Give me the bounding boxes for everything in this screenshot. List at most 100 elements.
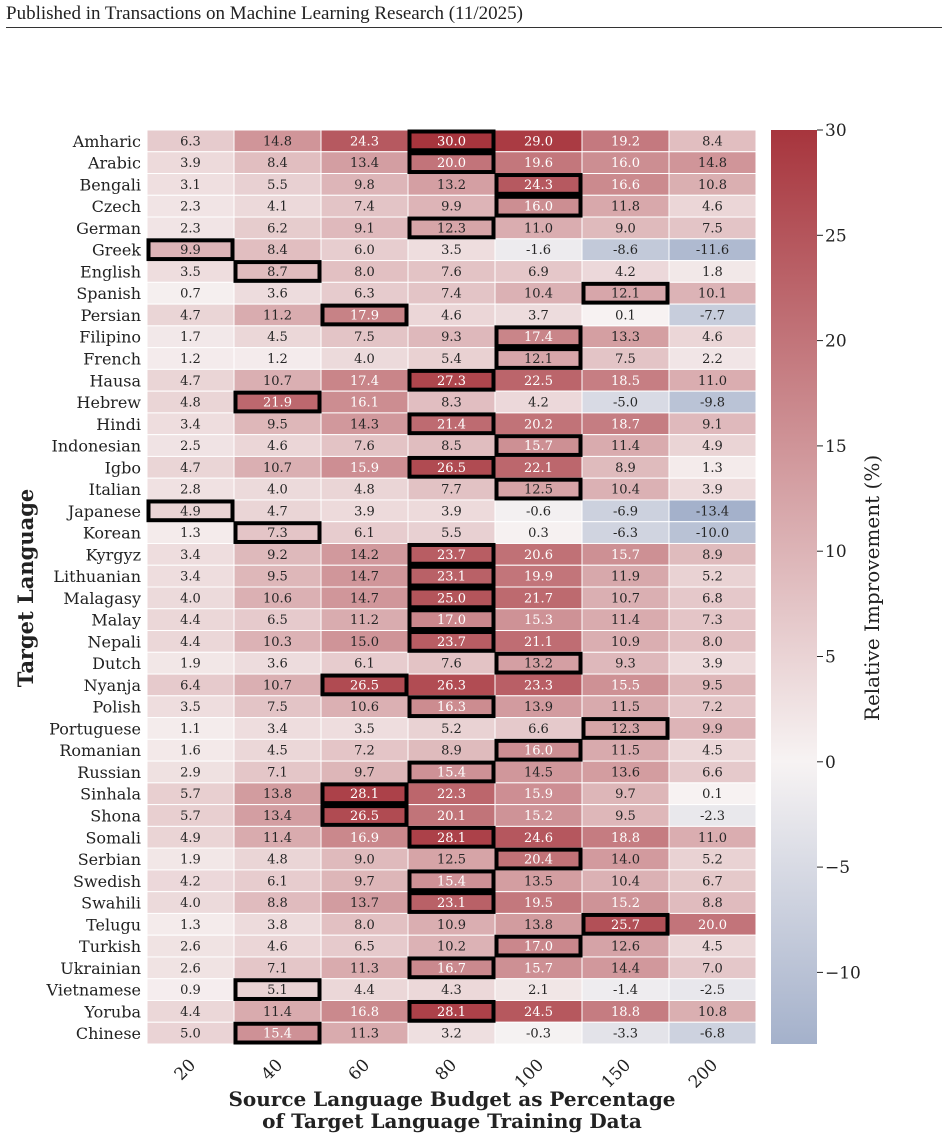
cell-value: -6.3 xyxy=(613,526,638,541)
y-tick-turkish: Turkish xyxy=(79,937,141,956)
colorbar-tick-label: 25 xyxy=(825,226,847,246)
x-tick-40: 40 xyxy=(258,1055,287,1084)
cell-value: 9.9 xyxy=(441,200,462,215)
cell-value: 5.7 xyxy=(180,787,201,802)
cell-value: 4.8 xyxy=(180,396,201,411)
cell-value: 13.3 xyxy=(611,330,640,345)
cell-value: 0.3 xyxy=(528,526,549,541)
cell-value: 23.3 xyxy=(524,678,553,693)
y-tick-somali: Somali xyxy=(85,828,141,847)
cell-value: 1.6 xyxy=(180,744,201,759)
cell-value: 30.0 xyxy=(437,134,466,149)
cell-value: 27.3 xyxy=(437,374,466,389)
highlight-bengali xyxy=(494,173,583,196)
cell-value: 11.3 xyxy=(350,1027,379,1042)
cell-value: 11.0 xyxy=(698,374,727,389)
y-tick-amharic: Amharic xyxy=(72,132,141,151)
cell-value: 6.0 xyxy=(354,243,375,258)
header-rule xyxy=(6,27,942,28)
highlight-nyanja xyxy=(320,673,409,697)
cell-value: 14.8 xyxy=(263,134,292,149)
cell-value: 18.5 xyxy=(611,374,640,389)
cell-value: -10.0 xyxy=(696,526,729,541)
highlight-hausa xyxy=(407,368,496,392)
cell-value: 8.4 xyxy=(267,243,288,258)
cell-value: 4.6 xyxy=(267,940,288,955)
cell-value: 4.8 xyxy=(267,853,288,868)
cell-value: 13.2 xyxy=(524,657,553,672)
cell-value: 21.9 xyxy=(263,396,292,411)
cell-value: 10.1 xyxy=(698,287,727,302)
cell-value: 26.5 xyxy=(350,678,379,693)
cell-chinese-200 xyxy=(668,1021,757,1045)
y-tick-chinese: Chinese xyxy=(76,1024,141,1043)
cell-value: 3.9 xyxy=(702,483,723,498)
cell-value: 12.5 xyxy=(437,853,466,868)
cell-value: 28.1 xyxy=(437,831,466,846)
cell-value: 17.0 xyxy=(437,613,466,628)
cell-value: 3.9 xyxy=(702,657,723,672)
cell-value: 10.7 xyxy=(263,374,292,389)
cell-value: 8.0 xyxy=(702,635,723,650)
cell-value: 1.3 xyxy=(180,918,201,933)
cell-value: 15.4 xyxy=(437,765,466,780)
cell-value: 0.7 xyxy=(180,287,201,302)
cell-value: 5.2 xyxy=(702,853,723,868)
cell-value: 10.4 xyxy=(611,483,640,498)
cell-value: 4.2 xyxy=(180,874,201,889)
cell-value: 24.5 xyxy=(524,1005,553,1020)
cell-value: 4.7 xyxy=(180,374,201,389)
highlight-malagasy xyxy=(407,586,496,610)
cell-value: 10.2 xyxy=(437,940,466,955)
cell-value: 14.5 xyxy=(524,765,553,780)
cell-value: 16.0 xyxy=(611,156,640,171)
cell-value: 15.9 xyxy=(350,461,379,476)
highlight-hebrew xyxy=(233,390,322,414)
cell-value: 0.9 xyxy=(180,983,201,998)
cell-value: 13.7 xyxy=(350,896,379,911)
cell-value: 9.0 xyxy=(354,853,375,868)
cell-value: 4.7 xyxy=(180,308,201,323)
cell-value: 3.4 xyxy=(180,417,201,432)
cell-value: 4.9 xyxy=(180,504,201,519)
y-tick-indonesian: Indonesian xyxy=(52,437,141,456)
cell-value: 9.5 xyxy=(267,570,288,585)
highlight-italian xyxy=(494,477,583,501)
colorbar-tick-label: 10 xyxy=(825,542,847,562)
cell-value: 4.0 xyxy=(267,483,288,498)
highlight-turkish xyxy=(494,934,583,958)
cell-value: 4.5 xyxy=(267,330,288,345)
highlight-serbian xyxy=(494,847,583,871)
cell-value: 2.5 xyxy=(180,439,201,454)
colorbar-tick-label: 30 xyxy=(825,121,847,141)
cell-value: 6.2 xyxy=(267,221,288,236)
cell-value: 16.0 xyxy=(524,200,553,215)
cell-value: 4.1 xyxy=(267,200,288,215)
cell-value: 11.4 xyxy=(263,831,292,846)
cell-value: 9.9 xyxy=(180,243,201,258)
cell-value: 10.8 xyxy=(698,1005,727,1020)
cell-value: 19.2 xyxy=(611,134,640,149)
colorbar-tick-label: 20 xyxy=(825,332,847,352)
cell-value: 25.0 xyxy=(437,591,466,606)
x-axis-label-line1: Source Language Budget as Percentage xyxy=(228,1087,675,1111)
cell-value: 10.4 xyxy=(524,287,553,302)
cell-value: 4.7 xyxy=(267,504,288,519)
cell-value: 8.9 xyxy=(441,744,462,759)
cell-value: 23.7 xyxy=(437,548,466,563)
highlight-igbo xyxy=(407,455,496,479)
cell-value: 11.0 xyxy=(698,831,727,846)
cell-value: 16.7 xyxy=(437,961,466,976)
cell-value: 7.3 xyxy=(267,526,288,541)
cell-value: -8.6 xyxy=(613,243,638,258)
cell-value: 4.0 xyxy=(354,352,375,367)
cell-value: 6.1 xyxy=(267,874,288,889)
cell-value: 4.6 xyxy=(267,439,288,454)
cell-value: 11.9 xyxy=(611,570,640,585)
highlight-sinhala xyxy=(320,782,409,806)
highlight-lithuanian xyxy=(407,564,496,588)
cell-value: 7.6 xyxy=(441,657,462,672)
cell-value: 22.3 xyxy=(437,787,466,802)
cell-value: 24.6 xyxy=(524,831,553,846)
